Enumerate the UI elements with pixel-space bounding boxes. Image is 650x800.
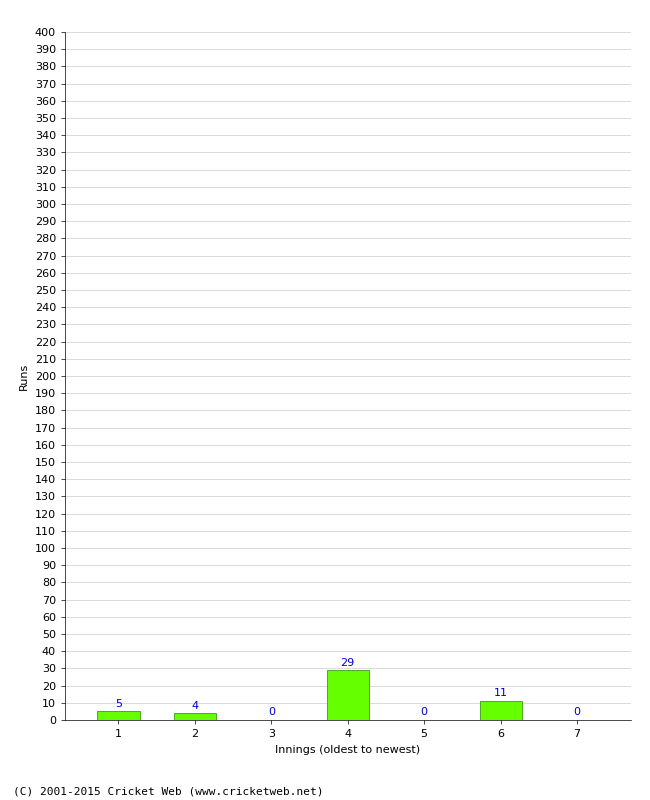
Bar (174, 713, 216, 720)
Bar (327, 670, 369, 720)
Text: 5: 5 (115, 699, 122, 709)
Bar (98, 711, 140, 720)
Text: 0: 0 (421, 707, 428, 718)
Text: 0: 0 (268, 707, 275, 718)
Text: 29: 29 (341, 658, 355, 667)
Text: 4: 4 (191, 701, 198, 710)
Bar (480, 701, 521, 720)
Text: (C) 2001-2015 Cricket Web (www.cricketweb.net): (C) 2001-2015 Cricket Web (www.cricketwe… (13, 786, 324, 796)
X-axis label: Innings (oldest to newest): Innings (oldest to newest) (275, 745, 421, 754)
Text: 0: 0 (573, 707, 580, 718)
Y-axis label: Runs: Runs (19, 362, 29, 390)
Text: 11: 11 (493, 689, 508, 698)
